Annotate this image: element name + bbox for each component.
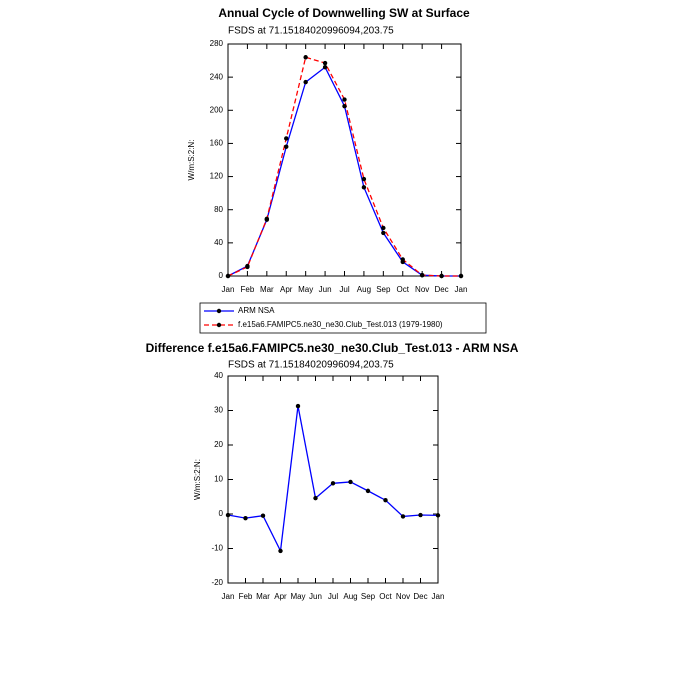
- y-tick-label: 160: [210, 139, 224, 148]
- data-point: [264, 216, 270, 222]
- data-point: [458, 273, 464, 279]
- plot-frame: [227, 43, 462, 277]
- x-tick-label: Dec: [413, 592, 427, 601]
- y-tick-label: 30: [214, 406, 223, 415]
- x-tick-label: Apr: [280, 285, 293, 294]
- chart-subtitle: FSDS at 71.15184020996094,203.75: [228, 360, 394, 371]
- x-tick-label: Jan: [222, 285, 235, 294]
- y-tick-label: 20: [214, 440, 223, 449]
- data-point: [342, 97, 347, 102]
- x-tick-label: Jul: [328, 592, 338, 601]
- data-point: [322, 65, 328, 70]
- x-tick-label: Jan: [222, 592, 235, 601]
- data-point: [400, 257, 405, 262]
- x-tick-label: Dec: [434, 285, 448, 294]
- data-point: [284, 144, 289, 149]
- x-tick-label: May: [290, 592, 305, 601]
- x-tick-label: Jun: [319, 285, 332, 294]
- y-axis-label: W/m:S:2:N:: [187, 140, 196, 181]
- x-tick-label: Oct: [397, 285, 410, 294]
- data-point: [418, 512, 423, 518]
- data-point: [400, 514, 406, 519]
- chart-subtitle: FSDS at 71.15184020996094,203.75: [228, 26, 394, 37]
- data-point: [313, 495, 318, 501]
- y-tick-label: 200: [210, 105, 224, 114]
- x-tick-label: Feb: [239, 592, 253, 601]
- y-tick-label: 80: [214, 205, 223, 214]
- data-point: [303, 79, 308, 85]
- data-point: [342, 103, 347, 109]
- y-tick-label: 10: [214, 475, 223, 484]
- x-tick-label: Mar: [260, 285, 274, 294]
- series-line: [227, 56, 461, 277]
- data-point: [245, 264, 250, 270]
- legend-label: f.e15a6.FAMIPC5.ne30_ne30.Club_Test.013 …: [238, 320, 443, 329]
- y-tick-label: 240: [210, 72, 224, 81]
- plot-frame: [227, 375, 439, 584]
- data-point: [278, 548, 283, 554]
- data-point: [322, 60, 328, 66]
- y-tick-label: 40: [214, 371, 223, 380]
- legend-marker: [216, 308, 222, 314]
- x-tick-label: Jun: [309, 592, 322, 601]
- data-point: [243, 515, 248, 521]
- x-tick-label: Apr: [274, 592, 287, 601]
- x-tick-label: Oct: [379, 592, 392, 601]
- legend-box: [199, 302, 487, 334]
- data-point: [330, 481, 336, 486]
- y-tick-label: 280: [210, 39, 224, 48]
- y-tick-label: 0: [219, 271, 224, 280]
- x-tick-label: Jan: [432, 592, 445, 601]
- data-point: [225, 512, 231, 518]
- chart-title: Difference f.e15a6.FAMIPC5.ne30_ne30.Clu…: [146, 341, 519, 355]
- y-tick-label: -10: [211, 544, 223, 553]
- y-tick-label: 40: [214, 238, 223, 247]
- legend-marker: [216, 322, 222, 328]
- data-point: [381, 225, 386, 231]
- x-tick-label: Mar: [256, 592, 270, 601]
- data-point: [303, 55, 308, 60]
- data-point: [365, 488, 371, 494]
- data-point: [383, 498, 388, 503]
- data-point: [225, 273, 231, 279]
- data-point: [260, 513, 266, 518]
- x-tick-label: Nov: [415, 285, 429, 294]
- y-tick-label: 120: [210, 172, 224, 181]
- x-tick-label: Aug: [357, 285, 371, 294]
- chart-title: Annual Cycle of Downwelling SW at Surfac…: [218, 6, 470, 20]
- x-tick-label: Feb: [241, 285, 255, 294]
- data-point: [295, 403, 301, 409]
- data-point: [361, 176, 367, 182]
- x-tick-label: Sep: [361, 592, 376, 601]
- data-point: [284, 136, 289, 141]
- data-point: [381, 230, 386, 236]
- data-point: [348, 479, 353, 485]
- x-tick-label: Nov: [396, 592, 410, 601]
- data-point: [361, 185, 367, 190]
- y-axis-label: W/m:S:2:N:: [193, 459, 202, 500]
- legend-label: ARM NSA: [238, 306, 275, 315]
- x-tick-label: Aug: [343, 592, 357, 601]
- data-point: [435, 513, 441, 518]
- x-tick-label: Sep: [376, 285, 391, 294]
- data-point: [419, 272, 425, 278]
- x-tick-label: Jan: [455, 285, 468, 294]
- x-tick-label: Jul: [339, 285, 349, 294]
- data-point: [439, 273, 444, 279]
- x-tick-label: May: [298, 285, 313, 294]
- y-tick-label: 0: [219, 509, 224, 518]
- series-line: [227, 405, 439, 554]
- y-tick-label: -20: [211, 578, 223, 587]
